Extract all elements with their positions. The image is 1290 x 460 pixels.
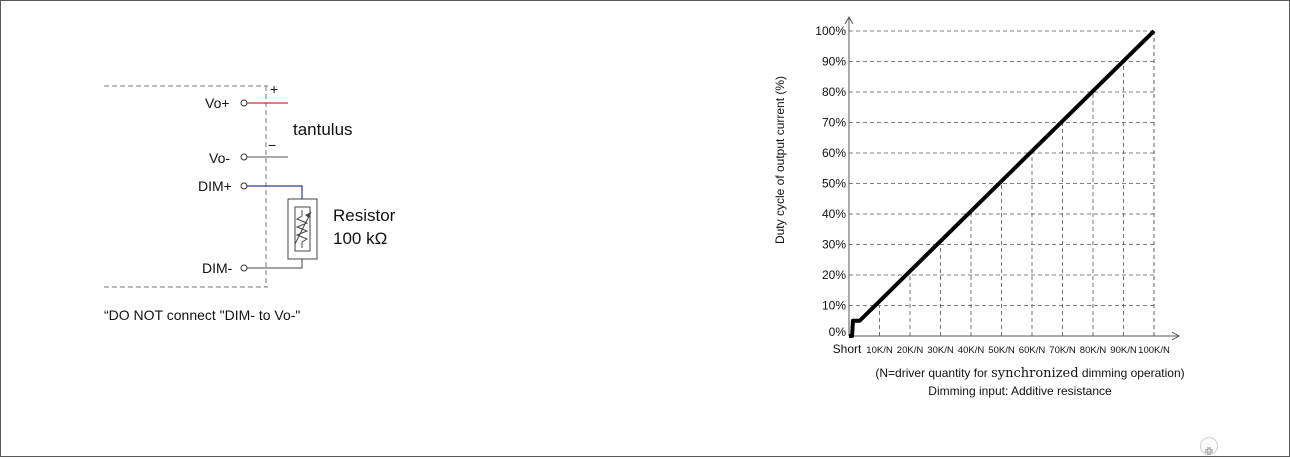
x-axis-note-part-2: synchronized: [991, 366, 1078, 381]
vo-minus-terminal: [240, 153, 248, 161]
y-tick-label: 10%: [822, 299, 846, 313]
dim-plus-label: DIM+: [198, 178, 232, 194]
y-axis-arrow: [844, 15, 854, 25]
y-tick-label: 80%: [822, 85, 846, 99]
variable-resistor-symbol: [287, 198, 318, 260]
x-axis-note-part-3: dimming operation): [1079, 366, 1185, 380]
y-tick-label: 70%: [822, 116, 846, 130]
x-origin-label: Short: [833, 342, 862, 356]
duty-cycle-line: [849, 29, 1156, 338]
series-layer: [849, 29, 1156, 338]
vo-minus-label: Vo-: [209, 150, 230, 166]
resistor-value: 100 kΩ: [333, 229, 387, 248]
x-axis-arrow: [1171, 331, 1181, 341]
x-tick-label: 70K/N: [1049, 345, 1076, 356]
fit-screen-button[interactable]: [1200, 437, 1218, 455]
dim-minus-terminal: [240, 264, 248, 272]
x-tick-label: 40K/N: [958, 345, 985, 356]
y-tick-label: 90%: [822, 55, 846, 69]
fit-screen-icon: [1205, 442, 1213, 455]
axes: [844, 15, 1181, 341]
y-tick-label: 60%: [822, 146, 846, 160]
x-tick-label: 80K/N: [1080, 345, 1107, 356]
x-tick-label: 60K/N: [1019, 345, 1046, 356]
resistor-label: Resistor: [333, 206, 396, 225]
dim-plus-terminal: [240, 182, 248, 190]
vo-plus-label: Vo+: [205, 95, 230, 111]
warning-note: “DO NOT connect "DIM- to Vo-": [104, 307, 300, 323]
dim-minus-wire: [247, 259, 303, 269]
dim-minus-label: DIM-: [202, 260, 233, 276]
y-tick-label: 100%: [815, 24, 846, 38]
wiring-diagram: Vo+ + tantulus − Vo- DIM+ Resistor 100 k…: [104, 81, 396, 323]
tantulus-label: tantulus: [293, 120, 353, 139]
y-tick-label: 30%: [822, 238, 846, 252]
x-tick-label: 50K/N: [988, 345, 1015, 356]
x-axis-title: Dimming input: Additive resistance: [928, 384, 1112, 398]
y-tick-label: 40%: [822, 207, 846, 221]
x-tick-label: 90K/N: [1110, 345, 1137, 356]
x-tick-label: 10K/N: [866, 345, 893, 356]
grid-lines: [849, 30, 1155, 336]
dimming-chart: 0% 10% 20% 30% 40% 50% 60% 70% 80% 90% 100% 10K/N 2…: [773, 15, 1185, 398]
y-tick-labels: 0% 10% 20% 30% 40% 50% 60% 70% 80% 90% 100%: [815, 24, 846, 339]
plus-sign: +: [270, 81, 278, 97]
x-axis-note: (N=driver quantity for synchronized dimm…: [875, 366, 1184, 381]
vo-plus-terminal: [240, 99, 248, 107]
y-axis-title: Duty cycle of output current (%): [773, 76, 787, 244]
x-tick-label: 30K/N: [927, 345, 954, 356]
y-tick-label: 50%: [822, 177, 846, 191]
x-tick-label: 20K/N: [897, 345, 924, 356]
y-tick-label: 20%: [822, 268, 846, 282]
x-tick-labels: 10K/N 20K/N 30K/N 40K/N 50K/N 60K/N 70K/N 80K/N…: [866, 345, 1170, 356]
dim-plus-wire: [247, 185, 303, 199]
minus-sign: −: [268, 137, 276, 153]
x-tick-label: 100K/N: [1138, 345, 1170, 356]
x-axis-note-part-1: (N=driver quantity for: [875, 366, 991, 380]
y-tick-label: 0%: [829, 325, 847, 339]
